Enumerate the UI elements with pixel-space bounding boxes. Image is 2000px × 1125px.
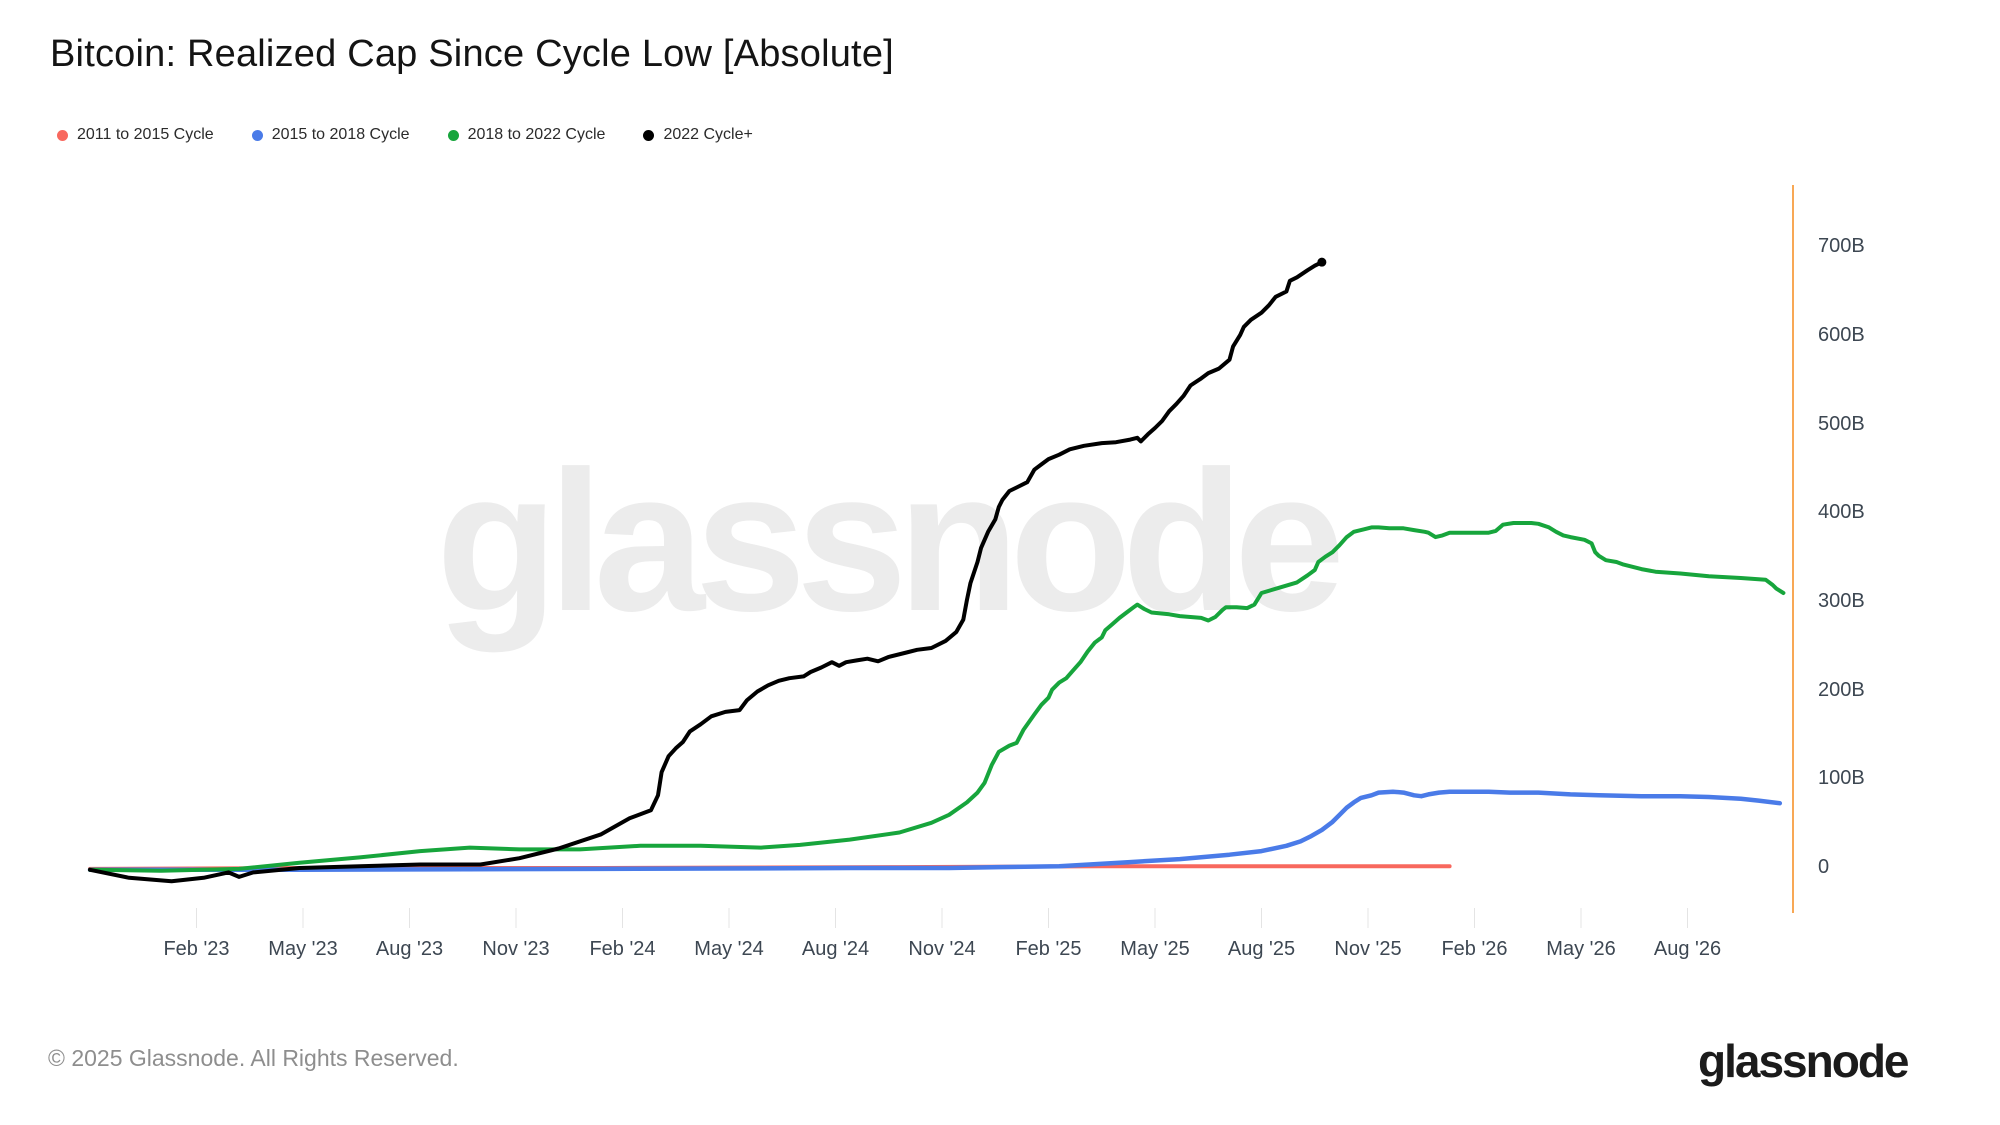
series-line	[87, 789, 1783, 873]
x-tick-label: Nov '25	[1334, 938, 1402, 960]
x-tick-label: Feb '23	[163, 938, 230, 960]
legend-dot-icon	[447, 129, 459, 141]
legend-dot-icon	[57, 129, 68, 141]
legend-item-2011-2015[interactable]: 2011 to 2015 Cycle	[57, 126, 214, 144]
legend-item-label: 2018 to 2022 Cycle	[467, 126, 606, 143]
legend-item-2015-2018[interactable]: 2015 to 2018 Cycle	[251, 126, 410, 144]
legend-item-label: 2022 Cycle+	[663, 126, 753, 143]
x-tick-label: Nov '23	[482, 938, 550, 960]
y-tick-label: 0	[1818, 856, 1830, 878]
x-tick-label: Feb '26	[1441, 938, 1508, 960]
y-tick-label: 200B	[1818, 678, 1865, 701]
legend-item-label: 2015 to 2018 Cycle	[271, 126, 410, 143]
series-line	[88, 260, 1324, 884]
glassnode-logo: glassnode	[1698, 1035, 1910, 1087]
x-tick-label: Aug '25	[1227, 938, 1296, 960]
page-title: Bitcoin: Realized Cap Since Cycle Low [A…	[50, 33, 894, 75]
x-tick-label: Aug '23	[375, 938, 444, 960]
y-tick-label: 400B	[1818, 501, 1865, 524]
x-tick-label: Feb '25	[1015, 938, 1082, 960]
y-tick-label: 100B	[1818, 767, 1865, 790]
x-tick-label: Aug '24	[801, 938, 870, 960]
series-line	[88, 521, 1786, 873]
legend-dot-icon	[643, 129, 655, 141]
legend-item-label: 2011 to 2015 Cycle	[77, 126, 214, 143]
legend-item-2018-2022[interactable]: 2018 to 2022 Cycle	[447, 126, 606, 144]
y-tick-label: 700B	[1818, 235, 1865, 258]
x-tick-label: May '23	[268, 938, 338, 960]
x-tick-label: Feb '24	[589, 938, 656, 960]
glassnode-watermark: glassnode	[436, 430, 1345, 653]
y-tick-label: 300B	[1818, 589, 1865, 612]
x-tick-label: May '26	[1546, 938, 1616, 960]
x-tick-label: Nov '24	[908, 938, 976, 960]
legend: 2011 to 2015 Cycle 2015 to 2018 Cycle 20…	[57, 126, 753, 144]
x-tick-label: Aug '26	[1653, 938, 1722, 960]
y-tick-label: 500B	[1818, 412, 1865, 435]
legend-item-2022-plus[interactable]: 2022 Cycle+	[643, 126, 753, 144]
x-tick-label: May '24	[694, 938, 764, 960]
copyright-text: © 2025 Glassnode. All Rights Reserved.	[48, 1045, 459, 1071]
series-end-dot	[1317, 257, 1327, 267]
x-tick-label: May '25	[1120, 938, 1190, 960]
y-tick-label: 600B	[1818, 323, 1865, 346]
legend-dot-icon	[251, 129, 263, 141]
